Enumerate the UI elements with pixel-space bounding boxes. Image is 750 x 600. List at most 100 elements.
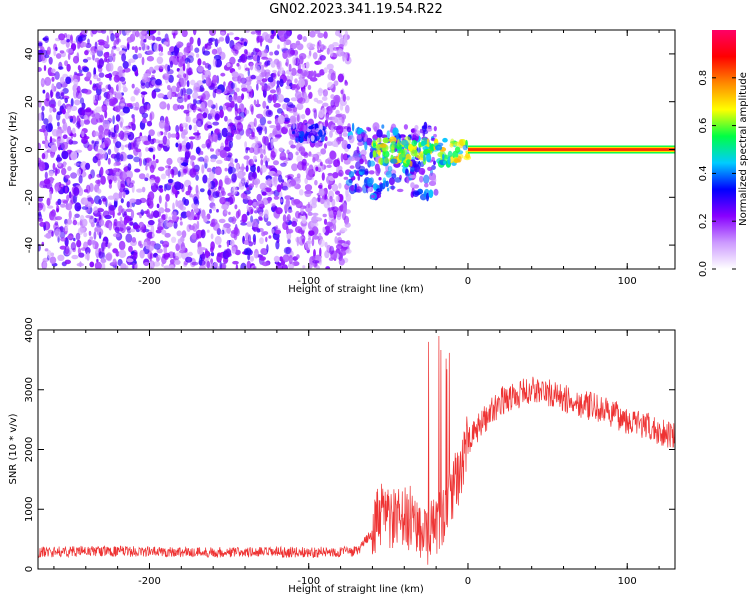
heatmap-cell [191,261,199,266]
heatmap-cell [185,88,193,95]
heatmap-cell [211,48,218,55]
heatmap-cell [121,144,125,151]
heatmap-cell [272,69,277,74]
heatmap-cell [39,221,46,227]
heatmap-cell [94,140,99,145]
heatmap-cell [94,41,98,50]
heatmap-cell [255,83,259,91]
heatmap-cell [183,198,190,206]
heatmap-cell [228,167,236,174]
heatmap-cell [134,87,140,96]
heatmap-cell [222,263,225,269]
heatmap-cell [234,158,238,163]
heatmap-cell [453,158,461,163]
heatmap-cell [254,65,260,72]
heatmap-cell [419,128,424,134]
heatmap-cell [260,153,264,159]
heatmap-cell [362,168,366,176]
heatmap-cell [263,48,269,54]
heatmap-cell [427,166,433,171]
heatmap-cell [187,251,193,257]
heatmap-cell [195,100,203,105]
heatmap-cell [114,125,119,131]
spectrogram-x-tick-label: -200 [138,276,161,287]
heatmap-cell [64,111,70,120]
heatmap-cell [106,35,110,44]
heatmap-cell [83,197,88,206]
heatmap-cell [266,157,270,162]
heatmap-cell [99,219,105,227]
heatmap-cell [101,87,107,93]
snr-y-tick-label: 0 [24,566,35,572]
heatmap-cell [143,73,147,81]
heatmap-cell [86,252,90,261]
heatmap-cell [268,235,272,239]
heatmap-cell [256,113,264,119]
heatmap-cell [219,31,226,36]
heatmap-cell [163,245,167,255]
heatmap-cell [61,167,67,176]
heatmap-cell [298,189,304,196]
heatmap-cell [348,156,355,162]
heatmap-cell [108,98,115,107]
heatmap-cell [289,115,297,125]
heatmap-cell [88,215,95,225]
heatmap-cell [385,171,392,178]
heatmap-cell [119,216,123,221]
heatmap-cell [355,161,361,170]
spectrogram-x-label: Height of straight line (km) [288,284,424,295]
heatmap-cell [296,122,299,130]
heatmap-cell [145,81,151,89]
heatmap-cell [339,248,347,256]
heatmap-cell [190,79,196,86]
heatmap-cell [139,249,145,259]
heatmap-cell [269,125,277,129]
heatmap-cell [227,106,233,113]
heatmap-cell [372,183,378,191]
heatmap-cell [226,239,230,248]
heatmap-cell [219,149,227,159]
heatmap-cell [181,87,186,96]
heatmap-cell [189,36,194,45]
heatmap-cell [231,216,237,225]
spectrogram-y-tick-label: 20 [24,95,35,108]
heatmap-cell [324,136,328,142]
heatmap-cell [295,210,301,219]
heatmap-cell [279,78,284,87]
heatmap-cell [193,82,200,92]
heatmap-cell [433,160,436,166]
heatmap-cell [43,184,48,189]
heatmap-cell [177,52,184,58]
heatmap-cell [201,93,206,101]
heatmap-cell [97,159,101,167]
colorbar-tick-label: 0.2 [698,213,709,229]
heatmap-cell [201,164,205,174]
heatmap-cell [169,259,175,264]
heatmap-cell [45,223,49,231]
heatmap-cell [132,117,136,124]
heatmap-cell [68,191,72,199]
heatmap-cell [91,30,98,35]
heatmap-cell [38,202,43,211]
heatmap-cell [72,194,78,204]
heatmap-cell [226,33,230,37]
heatmap-cell [262,231,269,236]
heatmap-cell [78,175,83,184]
heatmap-cell [65,76,72,85]
heatmap-cell [293,111,298,117]
heatmap-cell [115,114,121,122]
heatmap-cell [326,63,334,70]
heatmap-cell [256,55,260,64]
heatmap-cell [325,225,331,231]
heatmap-cell [342,243,349,247]
heatmap-cell [245,182,249,188]
heatmap-cell [115,250,120,257]
heatmap-cell [212,90,216,99]
heatmap-cell [98,125,104,136]
heatmap-cell [276,108,283,114]
heatmap-cell [51,83,55,93]
heatmap-cell [246,260,251,269]
heatmap-cell [401,152,406,158]
heatmap-cell [234,106,238,117]
